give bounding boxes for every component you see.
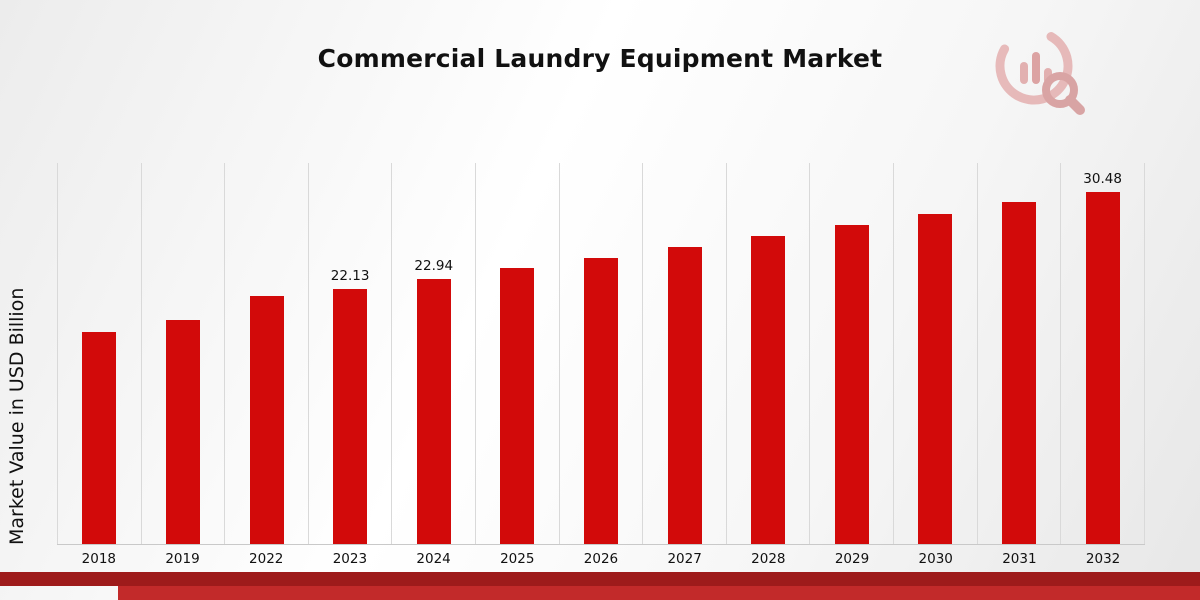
chart-column — [57, 163, 141, 544]
bars-container: 22.13 22.94 30.48 — [57, 163, 1145, 544]
x-tick-label: 2023 — [332, 551, 368, 567]
x-tick-label: 2030 — [918, 551, 953, 567]
chart-column — [725, 163, 810, 544]
y-axis-label: Market Value in USD Billion — [6, 287, 28, 545]
bar-2027 — [667, 247, 702, 544]
x-tick-label: 2018 — [81, 551, 117, 567]
brand-logo-icon — [995, 27, 1085, 115]
bar-2018 — [82, 331, 117, 544]
bar-2022 — [249, 295, 284, 544]
chart-column — [475, 163, 559, 544]
x-tick-label: 2024 — [416, 551, 451, 567]
x-tick-label: 2032 — [1085, 551, 1121, 567]
bar-2029 — [834, 225, 869, 544]
chart-column — [642, 163, 726, 544]
bar-2026 — [583, 257, 618, 544]
chart-column — [809, 163, 893, 544]
x-tick-label: 2026 — [583, 551, 619, 567]
chart-column — [893, 163, 977, 544]
x-tick-label: 2019 — [165, 551, 200, 567]
bar-2031 — [1002, 202, 1036, 544]
chart-column — [224, 163, 308, 544]
bar-2032 — [1085, 192, 1120, 544]
x-tick-label: 2022 — [249, 551, 284, 567]
footer-stripe-light — [118, 586, 1200, 600]
x-tick-label: 2031 — [1002, 551, 1037, 567]
bar-value-label: 22.94 — [414, 258, 454, 275]
bar-2025 — [500, 268, 535, 544]
bar-2019 — [165, 320, 200, 544]
bar-2030 — [918, 213, 953, 544]
chart-column — [140, 163, 225, 544]
chart-column — [558, 163, 643, 544]
chart-column: 22.13 — [307, 163, 392, 544]
x-tick-label: 2028 — [751, 551, 786, 567]
bar-2028 — [751, 235, 786, 544]
footer-band — [0, 572, 1200, 600]
chart-column: 22.94 — [391, 163, 475, 544]
footer-stripe-dark — [0, 572, 1200, 586]
x-tick-label: 2027 — [667, 551, 702, 567]
bar-2023 — [333, 288, 368, 544]
chart-column — [976, 163, 1061, 544]
chart-column: 30.48 — [1060, 163, 1145, 544]
bar-value-label: 30.48 — [1083, 171, 1122, 188]
x-tick-label: 2029 — [834, 551, 870, 567]
bar-value-label: 22.13 — [330, 267, 370, 284]
x-tick-label: 2025 — [500, 551, 535, 567]
chart-title: Commercial Laundry Equipment Market — [317, 44, 883, 73]
bar-2024 — [416, 279, 451, 544]
x-axis-labels: 2018 2019 2022 2023 2024 2025 2026 2027 2028 2029… — [57, 551, 1145, 567]
plot-area: 22.13 22.94 30.48 — [57, 163, 1145, 545]
